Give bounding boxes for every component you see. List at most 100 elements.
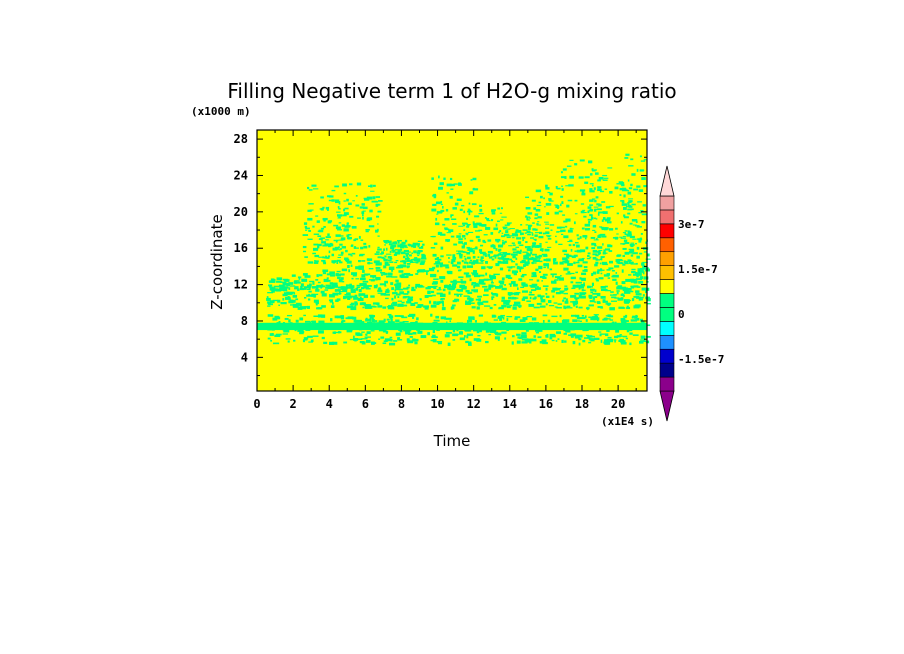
heatmap-patch — [345, 295, 352, 299]
heatmap-patch — [405, 331, 411, 335]
heatmap-streak — [343, 208, 346, 212]
heatmap-streak — [363, 206, 368, 210]
heatmap-patch — [563, 328, 570, 332]
heatmap-patch — [452, 300, 457, 303]
heatmap-streak — [431, 177, 434, 180]
heatmap-streak — [506, 258, 508, 262]
heatmap-streak — [606, 217, 611, 220]
heatmap-patch — [398, 288, 403, 291]
heatmap-streak — [501, 232, 504, 234]
heatmap-patch — [518, 305, 521, 308]
heatmap-patch — [495, 331, 499, 335]
heatmap-streak — [641, 220, 646, 224]
heatmap-streak — [548, 198, 551, 201]
heatmap-streak — [640, 210, 644, 212]
heatmap-patch — [598, 331, 602, 333]
heatmap-patch — [545, 295, 550, 298]
heatmap-patch — [623, 327, 629, 330]
heatmap-patch — [630, 263, 637, 265]
heatmap-patch — [576, 316, 581, 320]
heatmap-patch — [387, 320, 390, 325]
heatmap-patch — [312, 286, 319, 289]
heatmap-streak — [531, 199, 536, 202]
heatmap-streak — [324, 256, 330, 259]
heatmap-streak — [503, 233, 510, 237]
heatmap-streak — [556, 231, 562, 233]
heatmap-streak — [581, 192, 586, 196]
heatmap-patch — [280, 302, 287, 305]
heatmap-patch — [375, 269, 383, 272]
heatmap-streak — [621, 184, 625, 187]
heatmap-patch — [578, 338, 582, 341]
heatmap-patch — [486, 278, 493, 281]
heatmap-patch — [332, 341, 338, 345]
heatmap-patch — [313, 295, 316, 298]
heatmap-streak — [403, 255, 406, 259]
heatmap-patch — [612, 321, 615, 325]
heatmap-streak — [597, 246, 603, 249]
heatmap-patch — [629, 329, 633, 332]
heatmap-patch — [457, 326, 460, 330]
heatmap-streak — [302, 250, 307, 253]
heatmap-patch — [394, 288, 397, 292]
heatmap-streak — [520, 261, 525, 264]
heatmap-patch — [572, 303, 578, 305]
heatmap-patch — [577, 264, 583, 268]
heatmap-streak — [512, 255, 516, 259]
heatmap-streak — [632, 224, 636, 226]
heatmap-patch — [317, 307, 322, 310]
heatmap-patch — [569, 326, 572, 329]
heatmap-patch — [562, 299, 565, 302]
heatmap-streak — [341, 246, 347, 249]
heatmap-patch — [423, 269, 426, 273]
heatmap-streak — [456, 261, 461, 265]
heatmap-patch — [391, 303, 393, 306]
heatmap-patch — [289, 285, 296, 287]
heatmap-streak — [450, 214, 454, 217]
heatmap-patch — [406, 338, 410, 342]
heatmap-patch — [478, 274, 485, 277]
heatmap-patch — [478, 262, 484, 264]
heatmap-streak — [637, 238, 643, 241]
heatmap-streak — [343, 212, 349, 216]
heatmap-patch — [402, 304, 408, 307]
heatmap-patch — [396, 282, 402, 285]
heatmap-patch — [380, 336, 385, 339]
heatmap-streak — [527, 248, 533, 252]
heatmap-streak — [535, 255, 539, 258]
heatmap-patch — [435, 264, 439, 268]
x-tick-label: 2 — [289, 397, 296, 411]
heatmap-patch — [562, 319, 570, 323]
heatmap-streak — [592, 253, 598, 256]
heatmap-streak — [599, 190, 605, 193]
heatmap-streak — [312, 188, 319, 190]
heatmap-streak — [565, 185, 571, 187]
heatmap-streak — [397, 240, 400, 244]
colorbar: 3e-71.5e-70-1.5e-7 — [659, 165, 724, 422]
heatmap-patch — [550, 273, 557, 276]
heatmap-streak — [562, 257, 568, 261]
heatmap-patch — [632, 325, 638, 328]
heatmap-streak — [504, 240, 507, 243]
heatmap-patch — [326, 273, 332, 276]
heatmap-streak — [548, 198, 552, 200]
heatmap-streak — [486, 217, 490, 221]
heatmap-streak — [555, 185, 558, 189]
heatmap-patch — [545, 336, 549, 338]
heatmap-patch — [561, 339, 564, 343]
heatmap-patch — [629, 332, 633, 335]
heatmap-streak — [593, 169, 597, 171]
heatmap-streak — [335, 200, 341, 204]
heatmap-patch — [341, 268, 348, 272]
heatmap-patch — [563, 267, 569, 271]
heatmap-streak — [602, 217, 606, 220]
heatmap-streak — [312, 252, 316, 255]
heatmap-streak — [535, 245, 540, 248]
heatmap-patch — [400, 276, 408, 279]
heatmap-streak — [452, 256, 457, 260]
heatmap-streak — [521, 259, 526, 262]
heatmap-patch — [408, 332, 413, 335]
heatmap-streak — [340, 235, 344, 237]
heatmap-streak — [454, 202, 459, 206]
